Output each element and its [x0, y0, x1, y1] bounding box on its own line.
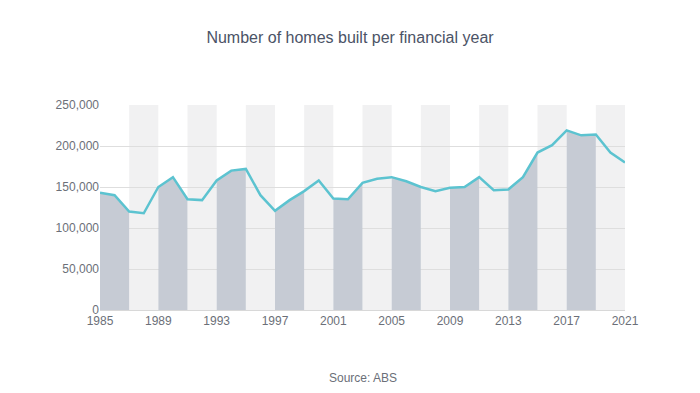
svg-text:1997: 1997	[262, 314, 289, 328]
svg-text:1989: 1989	[145, 314, 172, 328]
svg-text:2001: 2001	[320, 314, 347, 328]
svg-text:Source: ABS: Source: ABS	[329, 371, 397, 385]
svg-text:200,000: 200,000	[56, 139, 100, 153]
svg-text:50,000: 50,000	[62, 262, 99, 276]
svg-text:1993: 1993	[203, 314, 230, 328]
svg-text:2005: 2005	[378, 314, 405, 328]
svg-text:2017: 2017	[553, 314, 580, 328]
svg-text:0: 0	[92, 303, 99, 317]
svg-text:2009: 2009	[437, 314, 464, 328]
svg-text:150,000: 150,000	[56, 180, 100, 194]
svg-text:250,000: 250,000	[56, 98, 100, 112]
svg-text:2013: 2013	[495, 314, 522, 328]
svg-text:Number of homes built per fina: Number of homes built per financial year	[206, 29, 494, 46]
svg-text:1985: 1985	[87, 314, 114, 328]
svg-text:2021: 2021	[612, 314, 639, 328]
svg-text:100,000: 100,000	[56, 221, 100, 235]
